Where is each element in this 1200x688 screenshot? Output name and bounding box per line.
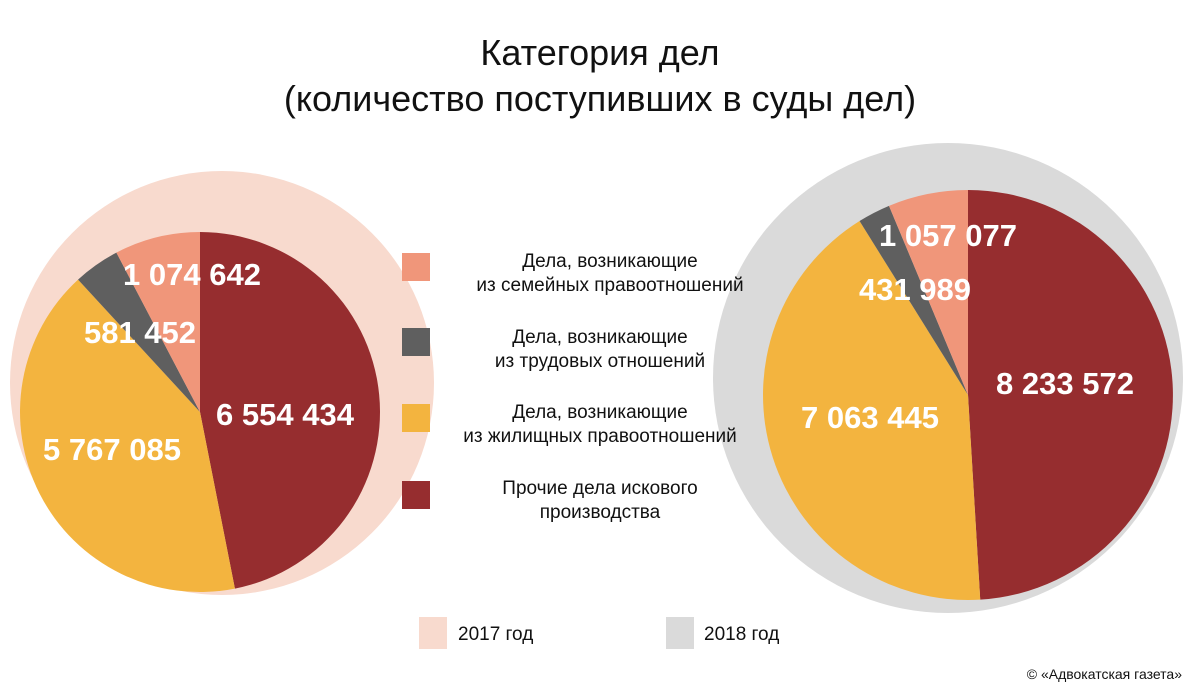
pie-2017-slice-other: [200, 232, 380, 589]
pie-2017-label-family: 1 074 642: [123, 257, 261, 292]
chart-title: Категория дел (количество поступивших в …: [0, 30, 1200, 122]
pie-2018-slice-family: [888, 190, 968, 395]
pie-2017-slice-housing: [20, 279, 235, 592]
pie-2018-slice-labor: [859, 205, 968, 395]
legend-swatch-2018: [666, 617, 694, 649]
pie-2017-slice-family: [116, 232, 200, 412]
pie-2018-label-family: 1 057 077: [879, 218, 1017, 253]
pie-2018-label-housing: 7 063 445: [801, 400, 939, 435]
legend-year-2017: 2017 год: [458, 624, 534, 645]
pie-2018-label-other: 8 233 572: [996, 366, 1134, 401]
legend-swatch-2017: [419, 617, 447, 649]
pie-2017-label-housing: 5 767 085: [43, 432, 181, 467]
chart-title-line1: Категория дел: [480, 32, 720, 73]
pie-2017-slice-labor: [78, 252, 200, 412]
pie-2017-label-other: 6 554 434: [216, 397, 355, 432]
chart-title-line2: (количество поступивших в суды дел): [283, 78, 917, 119]
legend-year-2018: 2018 год: [704, 624, 780, 645]
pie-2018-label-labor: 431 989: [859, 272, 971, 307]
legend-swatch-family: [402, 253, 430, 281]
pie-2018-slice-housing: [763, 221, 981, 600]
legend-swatch-other: [402, 481, 430, 509]
legend-swatch-labor: [402, 328, 430, 356]
copyright: © «Адвокатская газета»: [1026, 666, 1182, 682]
pie-2017-label-labor: 581 452: [84, 315, 196, 350]
legend-swatch-housing: [402, 404, 430, 432]
pie-2018-slice-other: [968, 190, 1173, 600]
legend-label-housing: Дела, возникающие из жилищных правоотноше…: [463, 402, 737, 447]
legend-label-labor: Дела, возникающие из трудовых отношений: [494, 327, 706, 372]
legend-label-family: Дела, возникающие из семейных правоотноше…: [476, 251, 744, 296]
legend-label-other: Прочие дела искового производства: [502, 478, 698, 523]
